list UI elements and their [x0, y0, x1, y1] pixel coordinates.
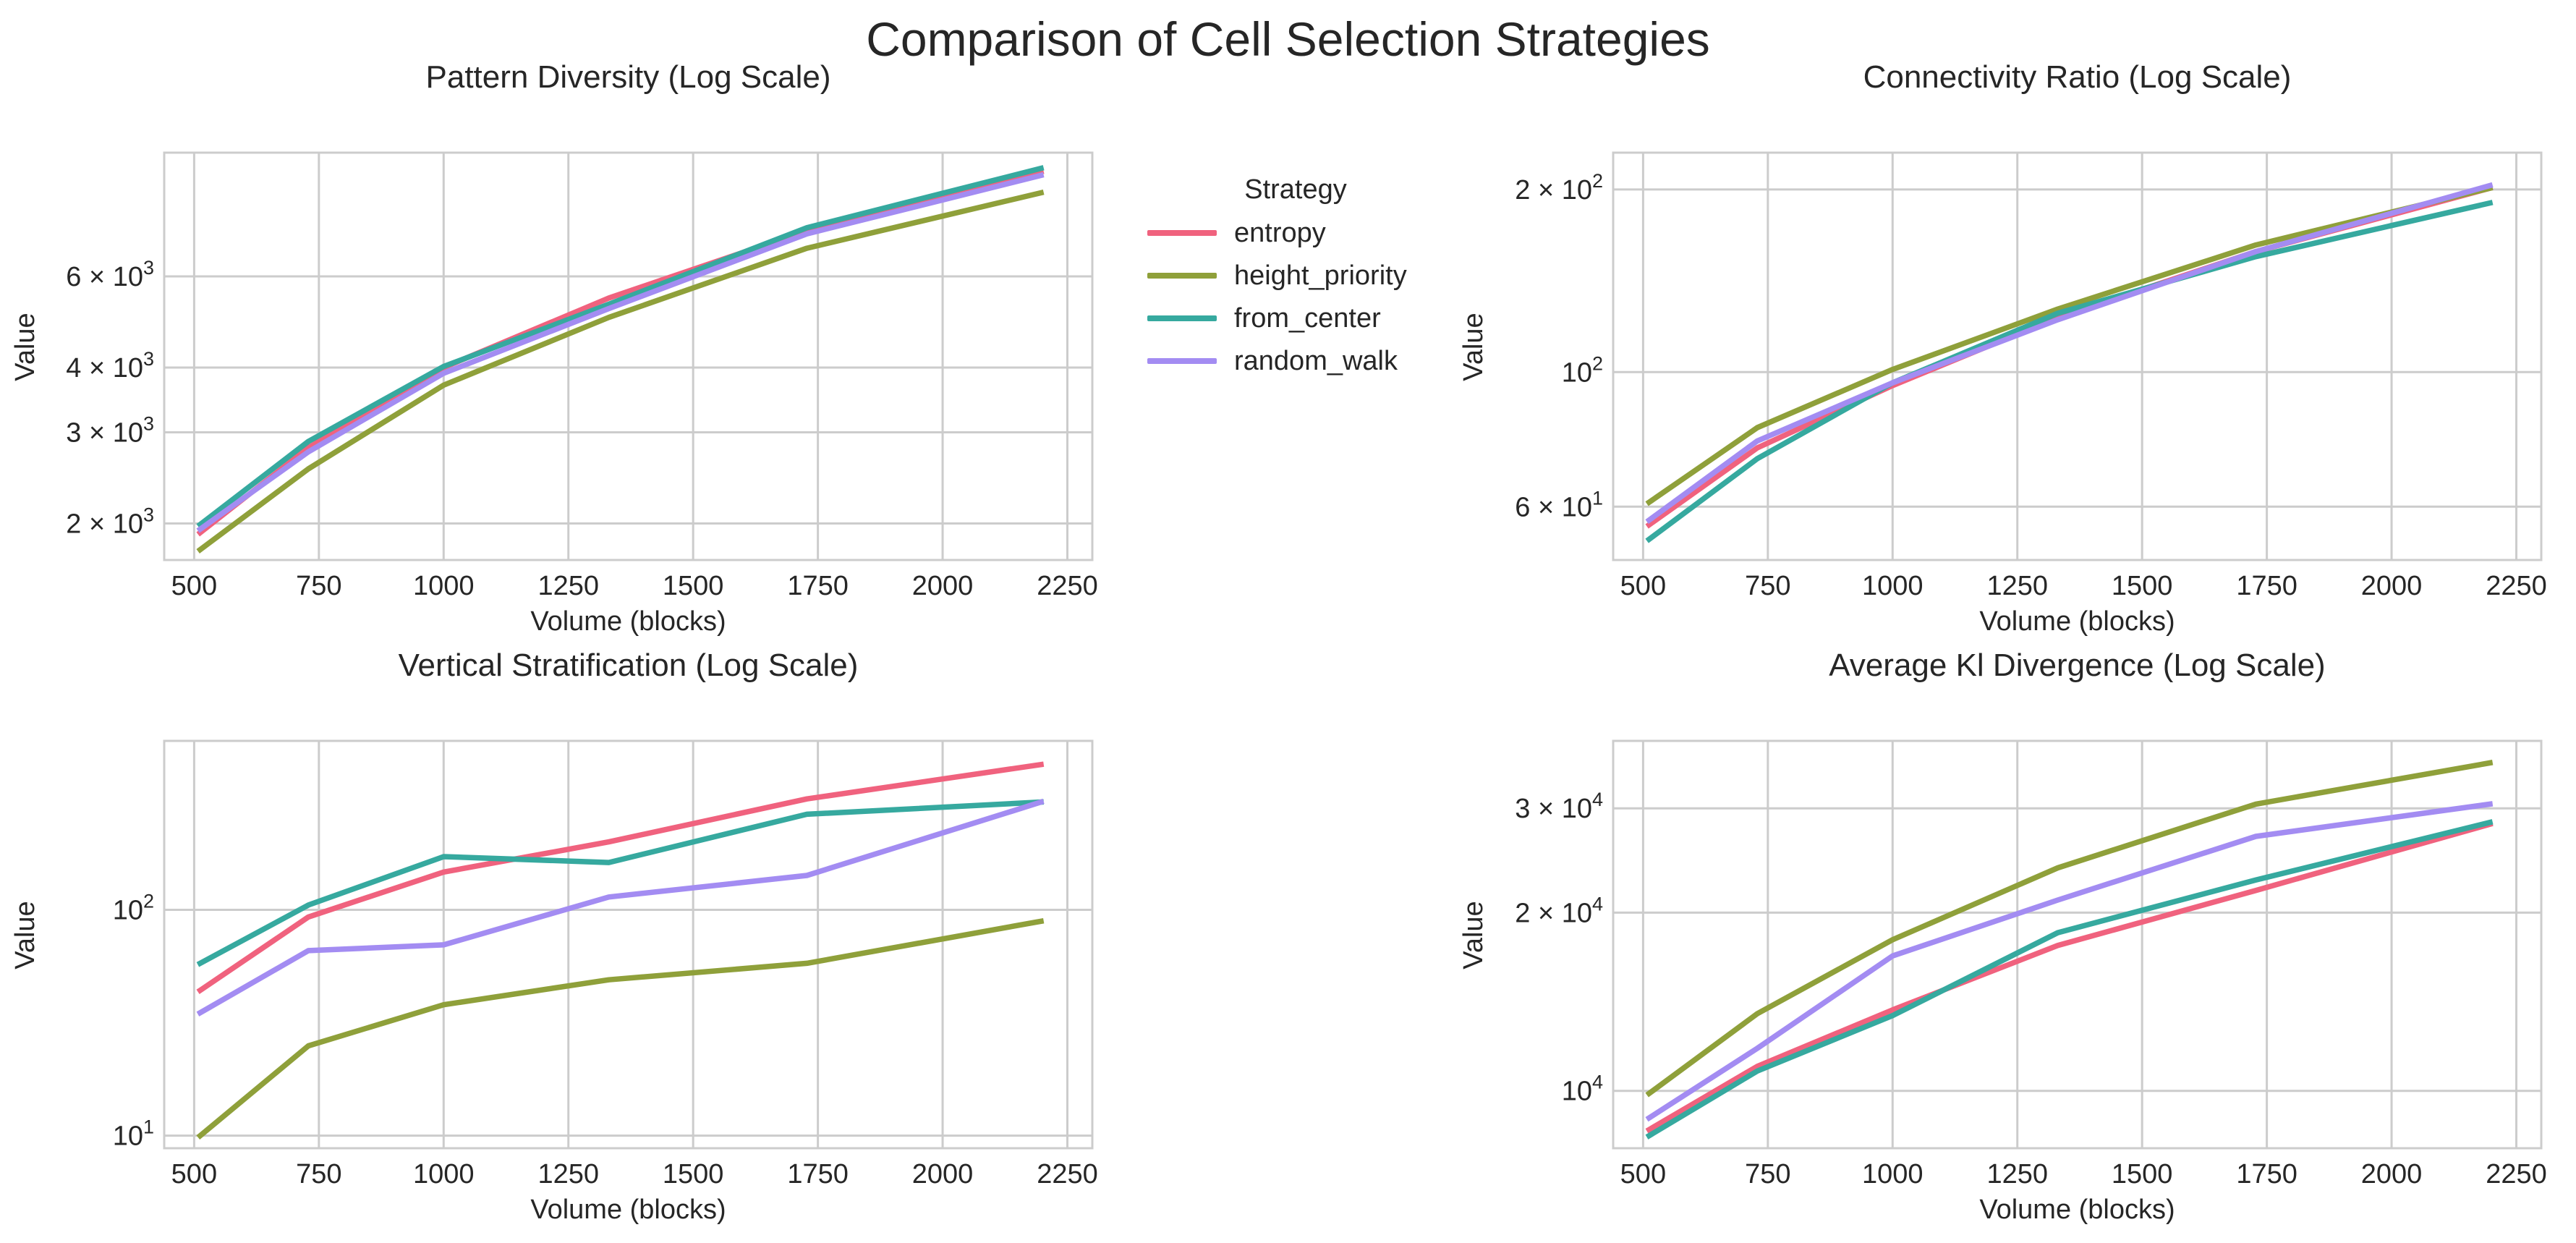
panel-title-kl-divergence: Average Kl Divergence (Log Scale) [1829, 648, 2326, 683]
legend-item-entropy: entropy [1147, 211, 1451, 254]
x-tick-label: 500 [1620, 571, 1666, 601]
y-tick-label: 4 × 103 [66, 348, 154, 383]
panel-title-pattern-diversity: Pattern Diversity (Log Scale) [425, 59, 831, 95]
y-tick-label: 102 [113, 891, 154, 926]
x-tick-label: 1000 [413, 571, 475, 601]
x-tick-label: 1250 [1986, 1159, 2048, 1189]
x-tick-label: 500 [1620, 1159, 1666, 1189]
series-line-height-priority [196, 917, 1045, 1140]
series-line-height-priority [196, 189, 1045, 553]
y-tick-label: 2 × 103 [66, 504, 154, 539]
series-line-random-walk [1645, 182, 2494, 525]
x-tick-label: 1750 [787, 571, 849, 601]
series-line-height-priority [1645, 184, 2494, 506]
x-tick-label: 2250 [1037, 571, 1098, 601]
y-tick-label: 101 [113, 1116, 154, 1152]
x-tick-label: 2000 [912, 571, 974, 601]
panel-title-vertical-stratification: Vertical Stratification (Log Scale) [398, 648, 859, 683]
panel-title-connectivity-ratio: Connectivity Ratio (Log Scale) [1863, 59, 2292, 95]
y-axis-label: Value [1458, 313, 1489, 381]
x-axis-label: Volume (blocks) [530, 1195, 726, 1225]
legend-swatch-from-center [1147, 315, 1217, 321]
series-line-from-center [196, 165, 1045, 529]
y-tick-label: 102 [1562, 352, 1603, 388]
x-axis-label: Volume (blocks) [1979, 1195, 2175, 1225]
legend-item-from-center: from_center [1147, 297, 1451, 339]
y-axis-label: Value [1458, 901, 1489, 969]
y-axis-label: Value [10, 901, 41, 969]
legend-title: Strategy [1244, 174, 1347, 205]
x-tick-label: 1750 [787, 1159, 849, 1189]
x-axis-label: Volume (blocks) [530, 606, 726, 637]
x-tick-label: 1000 [413, 1159, 475, 1189]
x-tick-label: 2250 [1037, 1159, 1098, 1189]
x-tick-label: 1250 [537, 1159, 599, 1189]
x-tick-label: 750 [296, 1159, 341, 1189]
x-tick-label: 2250 [2486, 571, 2547, 601]
y-tick-label: 6 × 101 [1515, 487, 1603, 522]
plot-frame [1612, 739, 2543, 1150]
x-tick-label: 2000 [2361, 571, 2423, 601]
legend-item-height-priority: height_priority [1147, 254, 1451, 297]
legend: Strategy entropy height_priority from_ce… [1147, 172, 1451, 382]
y-tick-label: 6 × 103 [66, 257, 154, 292]
x-tick-label: 1250 [537, 571, 599, 601]
y-tick-label: 104 [1562, 1072, 1603, 1107]
series-line-height-priority [1645, 760, 2494, 1098]
x-tick-label: 2000 [912, 1159, 974, 1189]
figure-title: Comparison of Cell Selection Strategies [866, 12, 1710, 66]
subplot-2: 500 750 1000 1250 1500 1750 2000 2250 6 × 101 102… [1458, 151, 2547, 637]
series-line-from-center [1645, 819, 2494, 1140]
legend-label-random-walk: random_walk [1234, 345, 1398, 376]
x-tick-label: 750 [1745, 571, 1790, 601]
legend-swatch-random-walk [1147, 357, 1217, 364]
series-line-random-walk [1645, 801, 2494, 1122]
legend-label-entropy: entropy [1234, 217, 1326, 248]
legend-label-from-center: from_center [1234, 302, 1381, 334]
legend-label-height-priority: height_priority [1234, 260, 1407, 291]
x-tick-label: 750 [296, 571, 341, 601]
subplot-1: 500 750 1000 1250 1500 1750 2000 2250 2 × 103 3 ×… [10, 151, 1098, 637]
x-tick-label: 1500 [663, 571, 724, 601]
x-tick-label: 1000 [1862, 1159, 1924, 1189]
x-tick-label: 1000 [1862, 571, 1924, 601]
legend-swatch-entropy [1147, 229, 1217, 236]
x-tick-label: 2000 [2361, 1159, 2423, 1189]
y-tick-label: 2 × 104 [1515, 893, 1603, 928]
subplot-3: 500 750 1000 1250 1500 1750 2000 2250 101 102 Volu… [10, 739, 1098, 1225]
series-line-from-center [1645, 200, 2494, 543]
plot-area [164, 741, 1092, 1148]
y-axis-label: Value [10, 313, 41, 381]
x-tick-label: 1500 [2112, 1159, 2173, 1189]
x-tick-label: 1250 [1986, 571, 2048, 601]
y-tick-label: 2 × 102 [1515, 170, 1603, 205]
plot-area [1613, 741, 2541, 1148]
x-axis-label: Volume (blocks) [1979, 606, 2175, 637]
y-tick-label: 3 × 104 [1515, 789, 1603, 824]
series-line-random-walk [196, 798, 1045, 1017]
series-line-entropy [1645, 820, 2494, 1134]
x-tick-label: 500 [171, 571, 217, 601]
legend-swatch-height-priority [1147, 272, 1217, 279]
x-tick-label: 2250 [2486, 1159, 2547, 1189]
plot-frame [1612, 151, 2543, 561]
legend-item-random-walk: random_walk [1147, 339, 1451, 382]
subplot-4: 500 750 1000 1250 1500 1750 2000 2250 104 2 × 104… [1458, 739, 2547, 1225]
plot-frame [163, 739, 1094, 1150]
series-line-from-center [196, 799, 1044, 967]
x-tick-label: 1750 [2236, 571, 2297, 601]
x-tick-label: 500 [171, 1159, 217, 1189]
y-tick-label: 3 × 103 [66, 412, 154, 448]
x-tick-label: 1750 [2236, 1159, 2297, 1189]
x-tick-label: 1500 [2112, 571, 2173, 601]
plot-frame [163, 151, 1094, 561]
series-line-random-walk [196, 171, 1045, 533]
x-tick-label: 1500 [663, 1159, 724, 1189]
x-tick-label: 750 [1745, 1159, 1790, 1189]
